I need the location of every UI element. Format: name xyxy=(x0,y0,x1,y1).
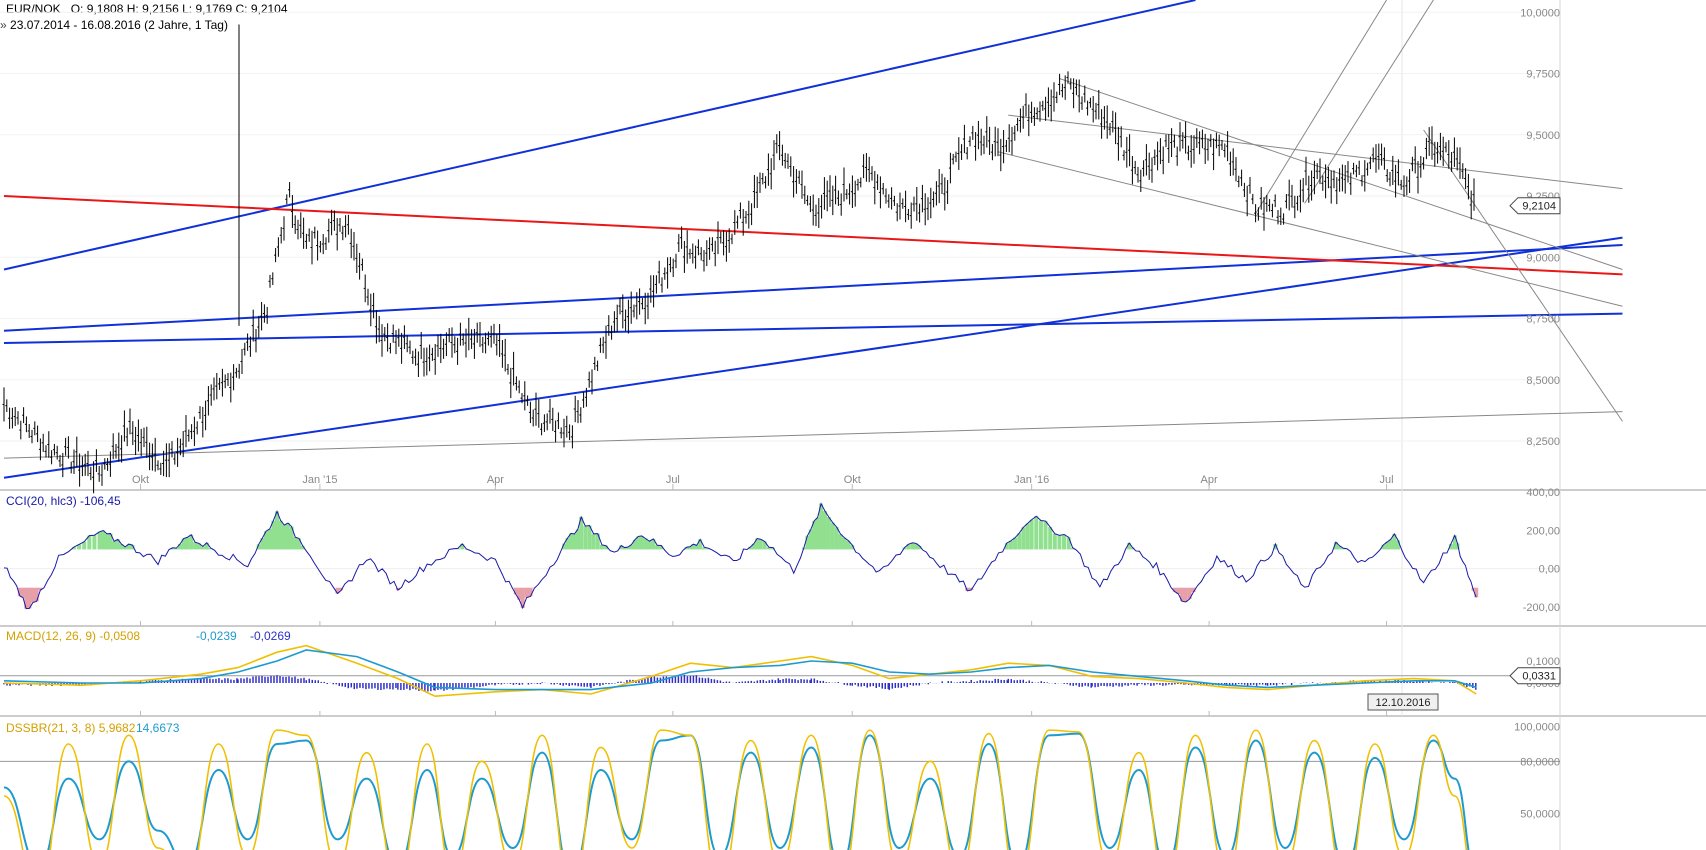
last-value-label: 9,2104 xyxy=(1522,201,1556,213)
price-tick-label: 9,7500 xyxy=(1526,69,1560,81)
dss-tick-label: 100,0000 xyxy=(1514,722,1560,734)
x-tick-label: Jul xyxy=(666,474,680,486)
trendline-gray xyxy=(1423,129,1623,422)
trendline-blue xyxy=(3,236,1623,479)
macd-tick-label: 0,1000 xyxy=(1526,656,1560,668)
macd-marker-label: 0,0331 xyxy=(1522,671,1556,683)
date-badge-label: 12.10.2016 xyxy=(1375,697,1430,709)
dss-panel xyxy=(0,729,1560,850)
price-tick-label: 9,0000 xyxy=(1526,252,1560,264)
x-tick-label: Apr xyxy=(1201,474,1218,486)
macd-marker-badge xyxy=(1509,667,1561,685)
cci-title: CCI(20, hlc3) -106,45 xyxy=(6,494,121,508)
x-tick-label: Jul xyxy=(1380,474,1394,486)
dss-tick-label: 80,0000 xyxy=(1520,756,1560,768)
trendline-gray xyxy=(3,411,1623,459)
trendline-red xyxy=(3,195,1623,276)
cci-line xyxy=(3,502,1477,610)
cci-tick-label: 0,00 xyxy=(1539,564,1560,576)
price-tick-label: 8,7500 xyxy=(1526,314,1560,326)
x-tick-label: Okt xyxy=(844,474,861,486)
cci-tick-label: 200,00 xyxy=(1526,525,1560,537)
dss-title: DSSBR(21, 3, 8) 5,9682 xyxy=(6,721,136,735)
price-tick-label: 8,5000 xyxy=(1526,375,1560,387)
macd-title: MACD(12, 26, 9) -0,0508 xyxy=(6,629,140,643)
trendlines xyxy=(3,0,1623,479)
macd-line xyxy=(3,644,1477,698)
dss-tick-label: 50,0000 xyxy=(1520,808,1560,820)
date-badge xyxy=(1367,693,1439,711)
trendline-blue xyxy=(3,312,1623,344)
axes: 8,25008,50008,75009,00009,25009,50009,75… xyxy=(132,7,1560,820)
cci-tick-label: -200,00 xyxy=(1523,602,1560,614)
macd-signal-value: -0,0239 xyxy=(196,629,237,643)
cci-panel xyxy=(0,502,1560,610)
dss-k-line xyxy=(3,729,1468,850)
x-tick-label: Jan '16 xyxy=(1014,474,1049,486)
macd-hist-value: -0,0269 xyxy=(250,629,291,643)
date-range-label: » 23.07.2014 - 16.08.2016 (2 Jahre, 1 Ta… xyxy=(0,18,228,32)
price-series xyxy=(2,24,1475,494)
x-tick-label: Jan '15 xyxy=(302,474,337,486)
x-tick-label: Okt xyxy=(132,474,149,486)
trendline-gray xyxy=(998,151,1623,307)
trendline-gray xyxy=(1008,114,1623,190)
cci-tick-label: 400,00 xyxy=(1526,487,1560,499)
price-tick-label: 9,5000 xyxy=(1526,130,1560,142)
dss-d-value: 14,6673 xyxy=(136,721,180,735)
price-tick-label: 8,2500 xyxy=(1526,436,1560,448)
macd-panel xyxy=(0,644,1560,698)
x-tick-label: Apr xyxy=(487,474,504,486)
trendline-gray xyxy=(1058,77,1623,270)
trendline-blue xyxy=(3,0,1196,271)
price-tick-label: 10,0000 xyxy=(1520,7,1560,19)
labels: 9,2104 CCI(20, hlc3) -106,45 MACD(12, 26, … xyxy=(6,197,1561,735)
last-value-badge xyxy=(1509,197,1561,215)
trendline-blue xyxy=(3,244,1623,332)
macd-signal-line xyxy=(3,649,1477,691)
trendline-gray xyxy=(1255,0,1387,214)
